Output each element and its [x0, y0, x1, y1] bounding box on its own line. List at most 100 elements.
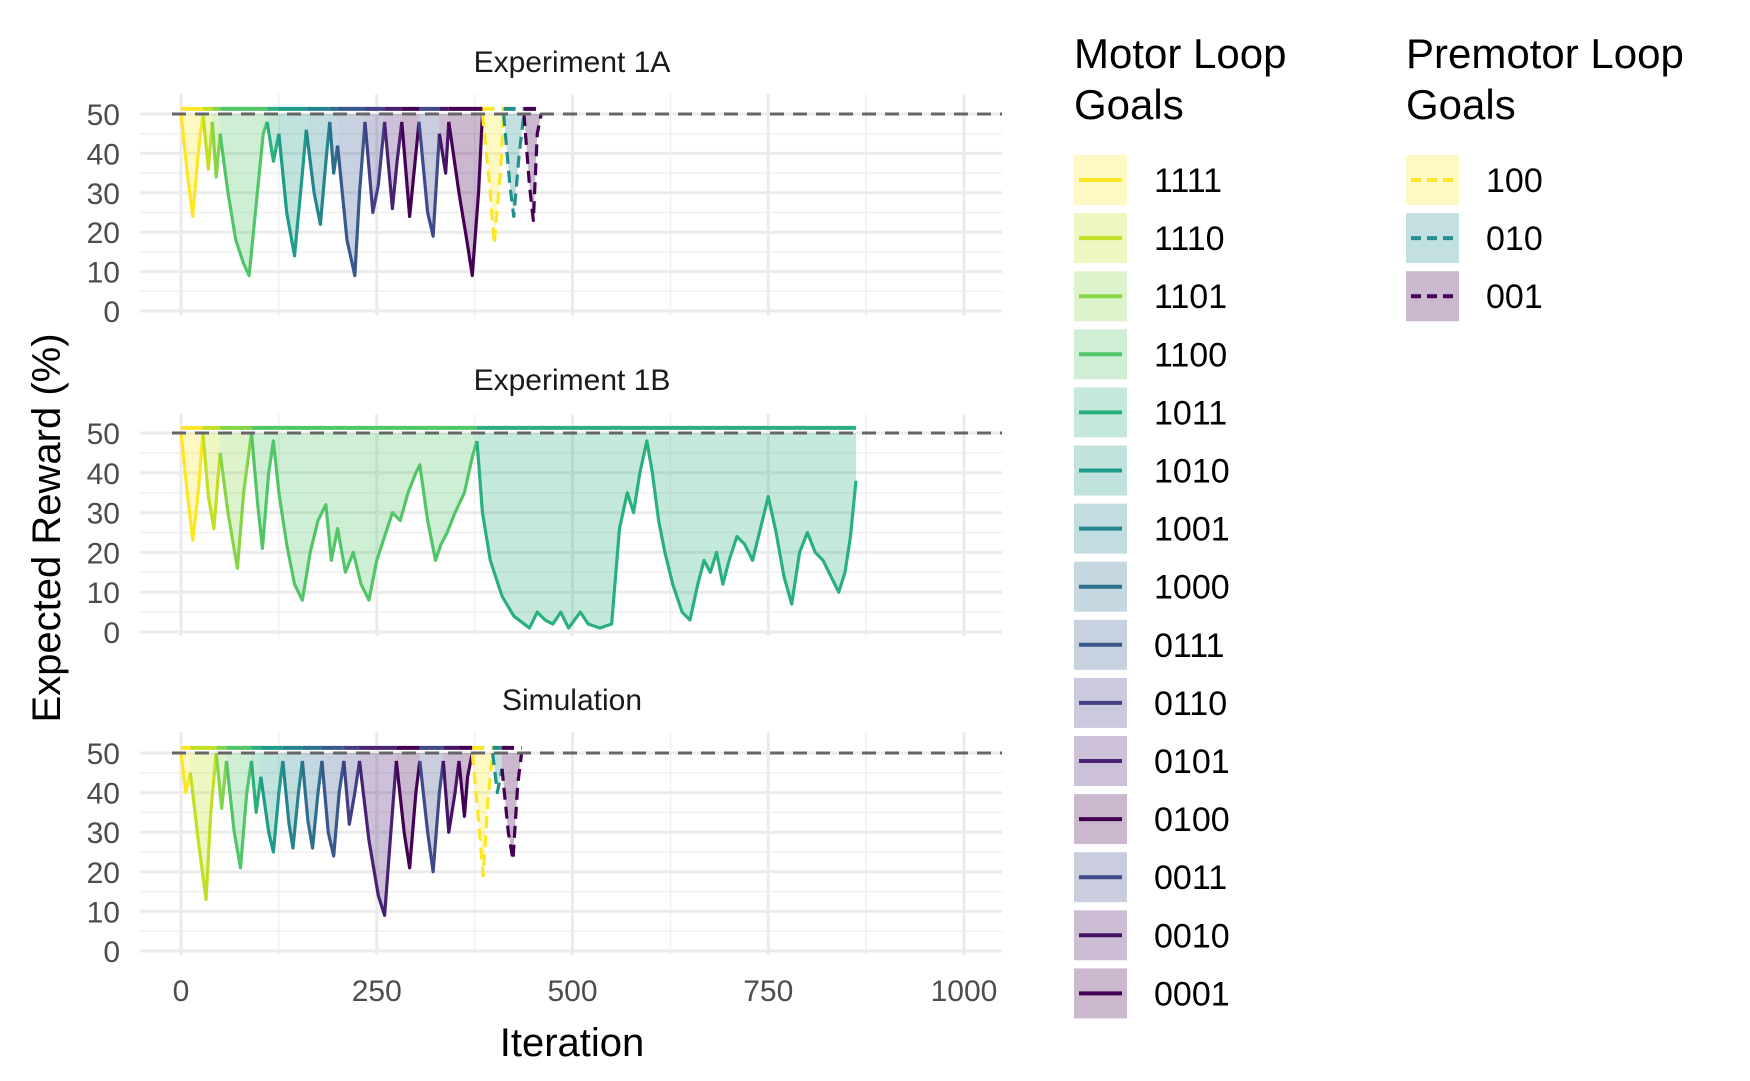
legend-label: 0101 — [1154, 743, 1230, 781]
series-line — [218, 121, 269, 278]
y-tick-label: 30 — [87, 178, 120, 211]
legend-key — [1074, 329, 1127, 380]
y-axis: 0 10 20 30 40 50 — [87, 99, 120, 329]
series-line — [277, 129, 308, 258]
y-tick-label: 40 — [87, 458, 120, 491]
series-line — [179, 752, 192, 795]
series-line — [437, 121, 451, 175]
y-tick-label: 20 — [87, 537, 120, 570]
legend-label: 0110 — [1154, 685, 1227, 723]
legend-key — [1406, 155, 1459, 205]
legend-key — [1074, 794, 1127, 845]
legend-key — [1074, 910, 1127, 961]
y-tick-label: 10 — [87, 577, 120, 610]
y-tick-label: 0 — [103, 617, 120, 650]
series-line — [441, 760, 461, 834]
series-area — [306, 114, 330, 225]
legend-key — [1074, 561, 1127, 612]
series-line — [382, 121, 404, 211]
series-area — [278, 114, 307, 256]
series-line — [259, 760, 285, 854]
series-line — [300, 760, 324, 850]
series-area — [401, 114, 420, 217]
series-line — [249, 760, 263, 815]
series-line — [179, 113, 205, 219]
legend-label: 0001 — [1154, 975, 1230, 1013]
y-tick-label: 50 — [87, 738, 120, 771]
panel-title: Experiment 1B — [474, 364, 671, 397]
legend-label: 001 — [1486, 278, 1543, 316]
legend-key — [1074, 445, 1127, 496]
series-area — [321, 753, 344, 856]
panel-0: 0 10 20 30 40 50 Experiment 1A — [87, 46, 1002, 329]
y-tick-label: 50 — [87, 99, 120, 132]
legend-label: 1101 — [1154, 278, 1227, 316]
series-area — [181, 433, 203, 541]
legend-label: 1001 — [1154, 511, 1230, 549]
series-area — [396, 753, 420, 868]
legend-key — [1074, 852, 1127, 903]
series-line — [357, 760, 398, 917]
legend-label: 1110 — [1154, 220, 1225, 258]
legend-title-line: Motor Loop — [1074, 30, 1286, 77]
legend-key — [1074, 155, 1127, 205]
series-area — [181, 114, 203, 217]
x-tick-label: 750 — [743, 975, 793, 1008]
series-area — [472, 753, 493, 876]
series-area — [523, 114, 542, 221]
series-line — [417, 121, 441, 238]
series-area — [302, 753, 322, 849]
y-tick-label: 30 — [87, 498, 120, 531]
series-area — [226, 753, 252, 868]
series-line — [224, 760, 254, 870]
legend-label: 010 — [1486, 220, 1543, 258]
y-tick-label: 40 — [87, 778, 120, 811]
y-tick-label: 10 — [87, 257, 120, 290]
y-tick-label: 0 — [103, 936, 120, 969]
panel-2: 0 10 20 30 40 50 Simulation — [87, 684, 1002, 969]
series-line — [447, 113, 485, 278]
series-area — [343, 753, 360, 825]
series-line — [470, 752, 495, 878]
panel-1: 0 10 20 30 40 50 Experiment 1B — [87, 364, 1002, 650]
series-line — [363, 121, 387, 215]
series-area — [443, 753, 459, 833]
legend-key — [1074, 736, 1127, 786]
series-group — [179, 745, 524, 917]
series-area — [337, 114, 366, 276]
series-line — [502, 113, 526, 219]
legend-key — [1074, 271, 1127, 322]
legend-label: 0111 — [1154, 627, 1225, 665]
legend-title-line: Premotor Loop — [1406, 30, 1684, 77]
series-line — [328, 121, 340, 175]
legend-label: 1011 — [1154, 394, 1227, 432]
series-line — [336, 121, 367, 278]
series-line — [201, 113, 214, 171]
series-line — [400, 121, 421, 219]
series-area — [251, 433, 477, 601]
legend-label: 1000 — [1154, 569, 1230, 607]
series-area — [365, 114, 385, 213]
x-axis: 0 250 500 750 1000 — [173, 975, 998, 1008]
series-line — [418, 760, 445, 874]
series-area — [267, 114, 279, 162]
panel-title: Simulation — [502, 684, 642, 717]
legend-label: 0100 — [1154, 801, 1230, 839]
legend-key — [1074, 968, 1127, 1019]
series-area — [260, 753, 283, 852]
x-tick-label: 0 — [173, 975, 190, 1008]
y-axis-title: Expected Reward (%) — [25, 333, 69, 722]
x-tick-label: 250 — [352, 975, 402, 1008]
series-line — [304, 121, 332, 226]
series-line — [500, 752, 524, 862]
series-line — [342, 760, 362, 826]
series-line — [281, 760, 304, 850]
y-axis: 0 10 20 30 40 50 — [87, 418, 120, 650]
x-tick-label: 1000 — [931, 975, 998, 1008]
series-area — [419, 753, 444, 872]
series-group — [179, 425, 858, 630]
y-axis: 0 10 20 30 40 50 — [87, 738, 120, 969]
